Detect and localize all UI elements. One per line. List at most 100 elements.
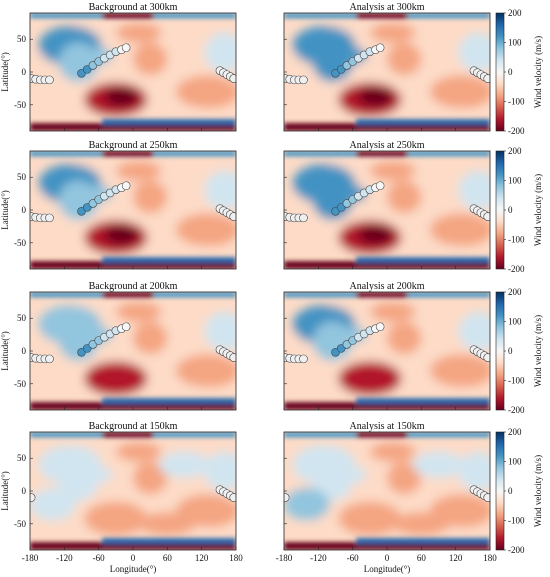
y-axis-label: Latitude(°) <box>0 190 10 230</box>
y-axis-label: Latitude(°) <box>0 52 10 92</box>
y-tick-label: -50 <box>14 379 26 389</box>
colorbar: 200 100 0 -100 -200 Wind velocity (m/s) <box>495 287 543 415</box>
observation-point <box>299 75 308 85</box>
observation-point <box>375 43 385 53</box>
x-tick-label: -120 <box>310 553 327 563</box>
panel-title: Analysis at 200km <box>350 281 425 292</box>
x-tick-label: 180 <box>229 553 243 563</box>
wind-field <box>30 151 236 269</box>
colorbar-tick-label: 200 <box>508 8 522 18</box>
colorbar-label: Wind velocity (m/s) <box>533 174 543 246</box>
y-tick-label: 0 <box>22 67 27 77</box>
panel-analysis-300km: Analysis at 300km <box>283 2 491 132</box>
colorbar-scale <box>495 291 505 411</box>
observation-point <box>284 493 290 502</box>
observation-point <box>229 493 236 502</box>
colorbar: 200 100 0 -100 -200 Wind velocity (m/s) <box>495 8 543 136</box>
colorbar-tick-label: -100 <box>508 516 525 526</box>
observation-point <box>375 322 385 332</box>
observation-point <box>299 213 308 223</box>
colorbar-tick-label: 0 <box>508 346 513 356</box>
colorbar-tick-label: -200 <box>508 264 525 274</box>
panel-background-300km: Background at 300km -50 0 50 Latitude(°) <box>0 2 237 132</box>
observation-point <box>229 212 236 221</box>
y-tick-label: 50 <box>17 453 27 463</box>
panel-analysis-250km: Analysis at 250km <box>283 140 491 270</box>
colorbar-tick-label: 0 <box>508 486 513 496</box>
y-axis-label: Latitude(°) <box>0 471 10 511</box>
wind-field <box>284 432 490 550</box>
observation-point <box>45 354 54 364</box>
wind-field <box>284 292 490 410</box>
x-tick-label: -120 <box>56 553 73 563</box>
colorbar-tick-label: 100 <box>508 38 522 48</box>
wind-field <box>30 292 236 410</box>
colorbar: 200 100 0 -100 -200 Wind velocity (m/s) <box>495 146 543 274</box>
x-axis-label: Longitude(°) <box>364 564 411 574</box>
observation-point <box>483 353 490 362</box>
x-tick-label: 180 <box>483 553 497 563</box>
observation-point <box>299 354 308 364</box>
panel-grid: Background at 300km -50 0 50 Latitude(°) Anal… <box>0 2 498 574</box>
x-tick-label: 60 <box>417 553 427 563</box>
colorbar-tick-label: 200 <box>508 287 522 297</box>
x-tick-label: 120 <box>449 553 463 563</box>
y-tick-label: 50 <box>17 34 27 44</box>
colorbar-scale <box>495 431 505 551</box>
observation-point <box>483 74 490 83</box>
colorbar-label: Wind velocity (m/s) <box>533 36 543 108</box>
colorbar-tick-label: -200 <box>508 126 525 136</box>
panel-analysis-150km: Analysis at 150km -180 -120 -60 0 60 120 180 Lon… <box>276 421 498 574</box>
y-tick-label: 50 <box>17 172 27 182</box>
wind-field <box>30 432 236 550</box>
observation-point <box>45 213 54 223</box>
colorbar-tick-label: -100 <box>508 376 525 386</box>
panel-background-250km: Background at 250km -50 0 50 Latitude(°) <box>0 140 237 270</box>
wind-field <box>284 151 490 269</box>
colorbar-tick-label: -200 <box>508 405 525 415</box>
y-tick-label: 0 <box>22 346 27 356</box>
colorbar-tick-label: 0 <box>508 205 513 215</box>
colorbar-scale <box>495 12 505 132</box>
colorbar-tick-label: 200 <box>508 146 522 156</box>
panel-title: Analysis at 150km <box>350 421 425 432</box>
y-tick-label: -50 <box>14 519 26 529</box>
colorbar-label: Wind velocity (m/s) <box>533 455 543 527</box>
colorbar-tick-label: 200 <box>508 427 522 437</box>
x-tick-label: 0 <box>385 553 390 563</box>
colorbar-tick-label: 0 <box>508 67 513 77</box>
wind-field <box>30 13 236 131</box>
x-tick-label: 120 <box>195 553 209 563</box>
observation-point <box>30 493 36 502</box>
y-tick-label: 0 <box>22 205 27 215</box>
observation-point <box>121 322 131 332</box>
observation-point <box>45 75 54 85</box>
colorbar-label: Wind velocity (m/s) <box>533 315 543 387</box>
panel-title: Background at 150km <box>89 421 178 432</box>
colorbar: 200 100 0 -100 -200 Wind velocity (m/s) <box>495 427 543 555</box>
panel-title: Background at 300km <box>89 2 178 13</box>
panel-background-150km: Background at 150km -50 0 50 Latitude(°) -180… <box>0 421 243 574</box>
y-tick-label: 50 <box>17 313 27 323</box>
observation-point <box>229 353 236 362</box>
panel-title: Background at 250km <box>89 140 178 151</box>
colorbar-tick-label: -200 <box>508 545 525 555</box>
observation-point <box>483 493 490 502</box>
panel-title: Background at 200km <box>89 281 178 292</box>
x-tick-label: 60 <box>163 553 173 563</box>
panel-background-200km: Background at 200km -50 0 50 Latitude(°) <box>0 281 237 411</box>
x-axis-label: Longitude(°) <box>110 564 157 574</box>
y-tick-label: 0 <box>22 486 27 496</box>
colorbar-tick-label: 100 <box>508 176 522 186</box>
observation-point <box>483 212 490 221</box>
x-tick-label: -180 <box>276 553 293 563</box>
panel-title: Analysis at 300km <box>350 2 425 13</box>
wind-field <box>284 13 490 131</box>
observation-point <box>375 181 385 191</box>
y-axis-label: Latitude(°) <box>0 331 10 371</box>
x-tick-label: -180 <box>22 553 39 563</box>
observation-point <box>229 74 236 83</box>
colorbars: 200 100 0 -100 -200 Wind velocity (m/s) 200 100… <box>495 8 543 555</box>
x-tick-label: 0 <box>131 553 136 563</box>
